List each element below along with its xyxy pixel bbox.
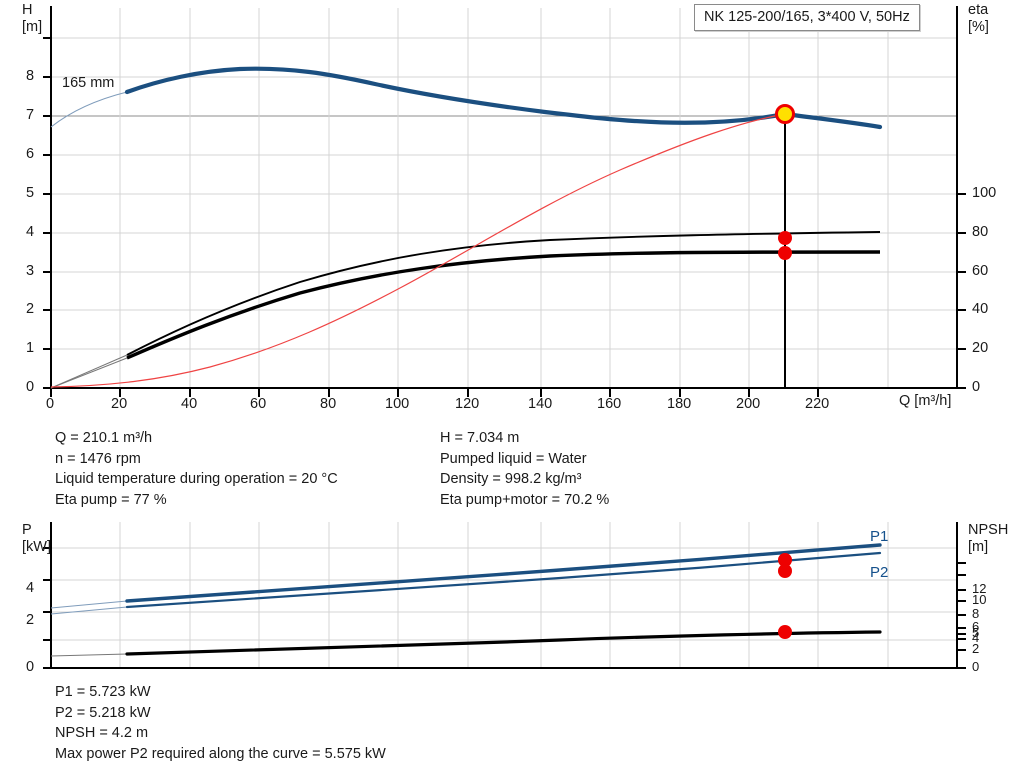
- h-tick-6: 6: [26, 146, 35, 162]
- eta-tick-20: 20: [972, 340, 989, 356]
- h-tick-0: 0: [26, 379, 35, 395]
- eta-tick-40: 40: [972, 301, 989, 317]
- h-tick-7: 7: [26, 107, 35, 123]
- p-axis-title: P [kW]: [22, 522, 51, 555]
- h-tick-5: 5: [26, 185, 35, 201]
- q-tick-220: 220: [805, 396, 830, 412]
- npsh-tick-12: 12: [972, 581, 987, 596]
- eta-tick-0: 0: [972, 379, 981, 395]
- q-tick-40: 40: [181, 396, 198, 412]
- npsh-duty-marker: [778, 625, 792, 639]
- p-tick-2: 2: [26, 612, 35, 628]
- q-axis-title: Q [m³/h]: [899, 393, 952, 409]
- eta-tick-100: 100: [972, 185, 997, 201]
- p2-series-label: P2: [870, 564, 889, 581]
- power-info-max-power: Max power P2 required along the curve = …: [55, 745, 386, 762]
- h-tick-8: 8: [26, 68, 35, 84]
- eta-tick-80: 80: [972, 224, 989, 240]
- npsh-tick-5: 5: [972, 625, 980, 640]
- p2-curve-extension: [50, 606, 128, 615]
- power-info-column: P1 = 5.723 kW P2 = 5.218 kW NPSH = 4.2 m…: [55, 682, 386, 764]
- eta-tick-60: 60: [972, 263, 989, 279]
- q-axis-ticks: [50, 388, 819, 397]
- power-info-p1: P1 = 5.723 kW: [55, 684, 151, 700]
- duty-info-left-column: Q = 210.1 m³/h n = 1476 rpm Liquid tempe…: [55, 428, 338, 510]
- h-tick-3: 3: [26, 263, 35, 279]
- q-tick-140: 140: [528, 396, 553, 412]
- power-info-npsh: NPSH = 4.2 m: [55, 725, 149, 742]
- top-chart-grid: [51, 8, 957, 388]
- duty-info-eta-pump-motor: Eta pump+motor = 70.2 %: [440, 491, 610, 508]
- h-axis-ticks: [43, 37, 51, 389]
- eta-motor-extension: [50, 357, 128, 389]
- eta-pump-motor-curve: [126, 250, 881, 360]
- pump-model-title-box: NK 125-200/165, 3*400 V, 50Hz: [694, 4, 920, 31]
- eta-pump-curve: [126, 231, 881, 356]
- duty-info-speed: n = 1476 rpm: [55, 450, 141, 467]
- npsh-curve: [125, 630, 882, 656]
- npsh-curve-extension: [50, 653, 128, 657]
- p2-curve: [125, 551, 882, 609]
- eta-pump-motor-marker: [778, 246, 792, 260]
- duty-info-head: H = 7.034 m: [440, 430, 520, 446]
- head-curve-extension: [50, 91, 128, 128]
- h-tick-1: 1: [26, 340, 35, 356]
- bottom-chart-axes: [50, 522, 958, 669]
- duty-info-flow: Q = 210.1 m³/h: [55, 430, 153, 446]
- eta-pump-marker: [778, 231, 792, 245]
- power-npsh-chart: [43, 522, 966, 669]
- p1-duty-marker: [778, 553, 792, 567]
- p-axis-ticks: [43, 547, 51, 669]
- npsh-tick-10: 10: [972, 592, 987, 607]
- duty-info-temperature: Liquid temperature during operation = 20…: [55, 471, 338, 488]
- q-tick-200: 200: [736, 396, 761, 412]
- npsh-tick-0: 0: [972, 659, 980, 674]
- eta-axis-ticks: [957, 193, 966, 389]
- npsh-axis-ticks: [957, 562, 966, 669]
- q-tick-100: 100: [385, 396, 410, 412]
- npsh-tick-8: 8: [972, 606, 980, 621]
- q-tick-20: 20: [111, 396, 128, 412]
- head-efficiency-chart: [43, 6, 966, 397]
- npsh-tick-2: 2: [972, 641, 980, 656]
- q-tick-80: 80: [320, 396, 337, 412]
- duty-info-right-column: H = 7.034 m Pumped liquid = Water Densit…: [440, 428, 609, 510]
- p-tick-0: 0: [26, 659, 35, 675]
- bottom-chart-grid: [51, 522, 957, 668]
- npsh-tick-6: 6: [972, 619, 980, 634]
- head-curve: [124, 66, 788, 125]
- duty-point-marker: [775, 104, 795, 124]
- p2-duty-marker: [778, 564, 792, 578]
- p1-curve-extension: [50, 600, 128, 609]
- impeller-diameter-label: 165 mm: [62, 75, 115, 91]
- npsh-tick-4: 4: [972, 630, 980, 645]
- h-axis-title: H [m]: [22, 2, 43, 35]
- p1-series-label: P1: [870, 528, 889, 545]
- top-chart-axes: [50, 6, 958, 389]
- npsh-axis-title: NPSH [m]: [968, 522, 1009, 555]
- p-tick-4: 4: [26, 580, 35, 596]
- power-info-p2: P2 = 5.218 kW: [55, 704, 151, 721]
- q-tick-60: 60: [250, 396, 267, 412]
- duty-info-eta-pump: Eta pump = 77 %: [55, 491, 167, 508]
- h-tick-4: 4: [26, 224, 35, 240]
- p1-curve: [125, 543, 882, 603]
- q-tick-160: 160: [597, 396, 622, 412]
- q-tick-120: 120: [455, 396, 480, 412]
- h-tick-2: 2: [26, 301, 35, 317]
- eta-axis-title: eta [%]: [968, 2, 989, 35]
- duty-info-density: Density = 998.2 kg/m³: [440, 471, 582, 488]
- q-tick-0: 0: [46, 396, 55, 412]
- duty-info-pumped-liquid: Pumped liquid = Water: [440, 450, 587, 467]
- system-curve: [50, 113, 786, 388]
- q-tick-180: 180: [667, 396, 692, 412]
